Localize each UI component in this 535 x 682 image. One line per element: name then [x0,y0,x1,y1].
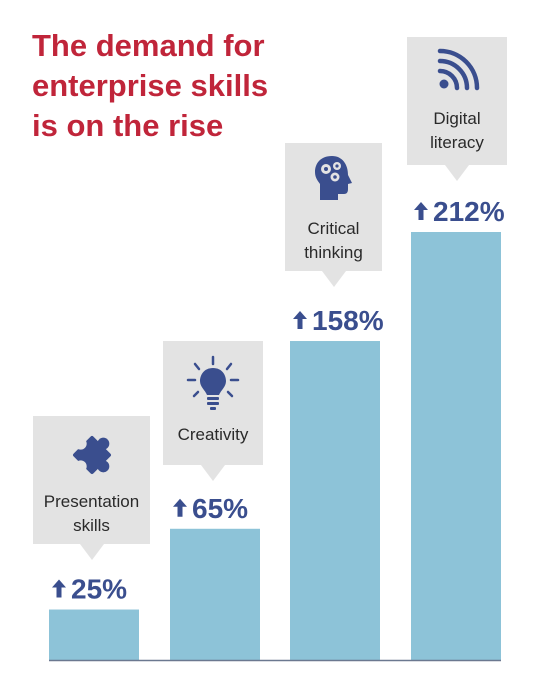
wifi-signal-icon [437,48,480,91]
title-line-2: enterprise skills [32,68,269,103]
bar [411,232,501,660]
callout-presentation-skills: Presentation skills [33,416,150,560]
callout-critical-thinking: Critical thinking [285,143,382,287]
title-line-3: is on the rise [32,108,224,143]
callout-creativity: Creativity [163,341,263,481]
callout-label-line: skills [73,516,110,535]
up-arrow-icon [414,202,428,220]
bar [290,341,380,660]
up-arrow-icon [52,579,66,598]
up-arrow-icon [293,311,307,330]
callout-label-line: Creativity [177,425,249,444]
callout-label-line: Digital [433,109,481,128]
callout-label-line: literacy [430,133,484,152]
bar [49,609,139,660]
head-gears-icon [314,156,352,200]
callout-label-line: Critical [307,219,360,238]
value-label: 25% [52,574,127,605]
chart-title: The demand for enterprise skills is on t… [32,26,332,146]
callout-digital-literacy: Digital literacy [407,37,507,181]
bar [170,528,260,660]
callout-label-line: thinking [304,243,363,262]
value-label-text: 212% [433,196,505,227]
value-label-text: 158% [312,305,384,336]
lightbulb-icon [186,355,240,410]
puzzle-icon [72,436,111,474]
up-arrow-icon [173,498,187,517]
callout-label-line: Presentation [43,492,140,511]
value-label: 65% [173,493,248,524]
value-label: 158% [293,305,384,336]
value-label: 212% [414,196,505,227]
value-label-text: 25% [71,574,127,605]
value-label-text: 65% [192,493,248,524]
title-line-1: The demand for [32,28,265,63]
